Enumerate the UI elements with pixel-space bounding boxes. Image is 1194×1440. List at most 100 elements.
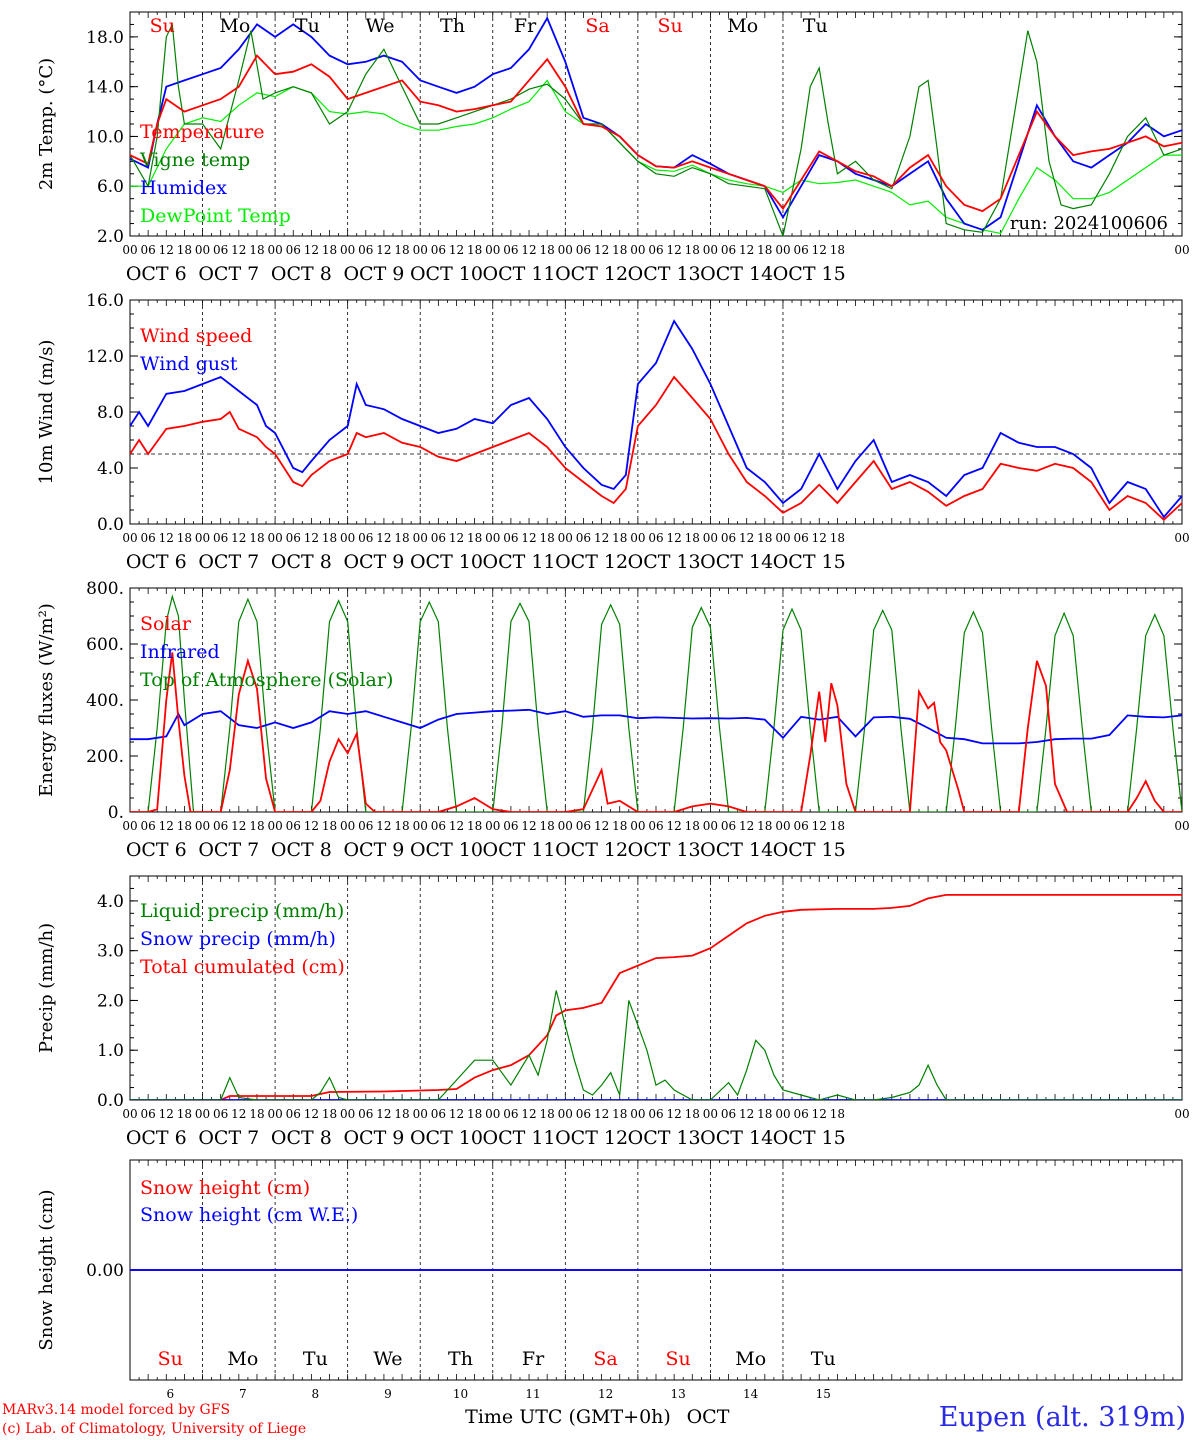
hour-label: 12 — [666, 531, 681, 545]
day-number: 6 — [166, 1387, 174, 1401]
hour-label: 00 — [775, 1107, 790, 1121]
day-label: Sa — [585, 15, 609, 37]
hour-label: 00 — [630, 1107, 645, 1121]
hour-label: 18 — [540, 531, 555, 545]
y-axis-label: 2m Temp. (°C) — [36, 58, 57, 190]
hour-label: 00 — [558, 1107, 573, 1121]
y-tick-label: 800. — [86, 579, 124, 599]
hour-label: 06 — [286, 243, 301, 257]
legend-entry: Total cumulated (cm) — [140, 956, 345, 978]
hour-label: 06 — [213, 531, 228, 545]
date-label: OCT 14 — [700, 263, 773, 285]
hour-label: 18 — [612, 1107, 627, 1121]
date-label: OCT 11 — [483, 551, 556, 573]
hour-label: 12 — [376, 819, 391, 833]
legend-entry: Solar — [140, 613, 192, 635]
date-label: OCT 8 — [271, 839, 332, 861]
hour-label: 06 — [793, 243, 808, 257]
hour-label: 18 — [249, 531, 264, 545]
date-label: OCT 11 — [483, 839, 556, 861]
hour-label: 12 — [812, 819, 827, 833]
hour-label: 18 — [830, 819, 845, 833]
hour-label: 18 — [322, 1107, 337, 1121]
hour-label: 18 — [249, 243, 264, 257]
hour-label: 00 — [340, 1107, 355, 1121]
day-label: We — [373, 1348, 402, 1370]
day-number: 7 — [239, 1387, 247, 1401]
hour-label: 00 — [485, 819, 500, 833]
hour-label: 06 — [648, 243, 663, 257]
hour-label: 00 — [630, 819, 645, 833]
date-label: OCT 8 — [271, 263, 332, 285]
legend-entry: Snow height (cm) — [140, 1177, 310, 1199]
date-label: OCT 12 — [555, 839, 628, 861]
date-label: OCT 9 — [343, 551, 404, 573]
hour-label: 00 — [558, 819, 573, 833]
day-label: Tu — [303, 1348, 328, 1370]
hour-label: 00 — [485, 243, 500, 257]
hour-label: 18 — [757, 819, 772, 833]
date-label: OCT 11 — [483, 263, 556, 285]
hour-label: 18 — [177, 243, 192, 257]
hour-label: 00 — [775, 531, 790, 545]
y-tick-label: 18.0 — [86, 28, 124, 48]
y-tick-label: 0. — [108, 803, 124, 823]
hour-label: 06 — [503, 819, 518, 833]
hour-label: 06 — [576, 1107, 591, 1121]
date-label: OCT 7 — [198, 263, 259, 285]
hour-label: 06 — [721, 1107, 736, 1121]
date-label: OCT 13 — [628, 263, 701, 285]
hour-label: 12 — [449, 1107, 464, 1121]
y-tick-label: 600. — [86, 635, 124, 655]
hour-label: 06 — [140, 1107, 155, 1121]
legend-entry: Top of Atmosphere (Solar) — [140, 669, 393, 691]
day-label: Th — [440, 15, 465, 37]
series-line-1 — [130, 375, 1182, 522]
credit-lab: (c) Lab. of Climatology, University of L… — [2, 1421, 307, 1437]
hour-label: 18 — [830, 243, 845, 257]
hour-label: 18 — [685, 243, 700, 257]
hour-label: 18 — [249, 1107, 264, 1121]
hour-label: 06 — [286, 531, 301, 545]
date-label: OCT 14 — [700, 551, 773, 573]
hour-label: 12 — [594, 243, 609, 257]
hour-label: 00 — [413, 531, 428, 545]
hour-label: 12 — [594, 819, 609, 833]
day-number: 13 — [670, 1387, 685, 1401]
date-label: OCT 12 — [555, 551, 628, 573]
date-label: OCT 14 — [700, 839, 773, 861]
hour-label: 18 — [322, 531, 337, 545]
x-axis-title: Time UTC (GMT+0h) — [465, 1406, 671, 1428]
hour-label: 06 — [431, 243, 446, 257]
hour-label: 18 — [467, 243, 482, 257]
legend-entry: Vigne temp — [139, 149, 250, 171]
hour-label: 18 — [685, 1107, 700, 1121]
hour-label: 00 — [195, 243, 210, 257]
y-tick-label: 0.0 — [97, 1091, 124, 1111]
hour-label: 12 — [304, 819, 319, 833]
hour-label: 18 — [394, 819, 409, 833]
hour-label: 00 — [122, 243, 137, 257]
hour-label: 00 — [413, 819, 428, 833]
hour-label: 06 — [213, 819, 228, 833]
hour-label: 18 — [612, 531, 627, 545]
panel-2: 0.0 4.0 8.0 12.0 16.0 10m Wind (m/s) Wind spee… — [36, 291, 1190, 573]
hour-label: 00 — [413, 1107, 428, 1121]
hour-label: 18 — [830, 531, 845, 545]
y-tick-label: 4.0 — [97, 459, 124, 479]
hour-label: 18 — [177, 531, 192, 545]
hour-label: 18 — [540, 819, 555, 833]
hour-label: 12 — [449, 243, 464, 257]
hour-label: 06 — [213, 243, 228, 257]
date-label: OCT 8 — [271, 551, 332, 573]
hour-label: 18 — [467, 819, 482, 833]
hour-label: 18 — [685, 819, 700, 833]
hour-label: 00 — [558, 243, 573, 257]
hour-label: 00 — [1174, 531, 1189, 545]
hour-label: 06 — [721, 531, 736, 545]
panel-frame — [129, 11, 1183, 237]
hour-label: 00 — [1174, 819, 1189, 833]
date-label: OCT 10 — [410, 1127, 483, 1149]
hour-label: 12 — [304, 1107, 319, 1121]
hour-label: 12 — [594, 1107, 609, 1121]
